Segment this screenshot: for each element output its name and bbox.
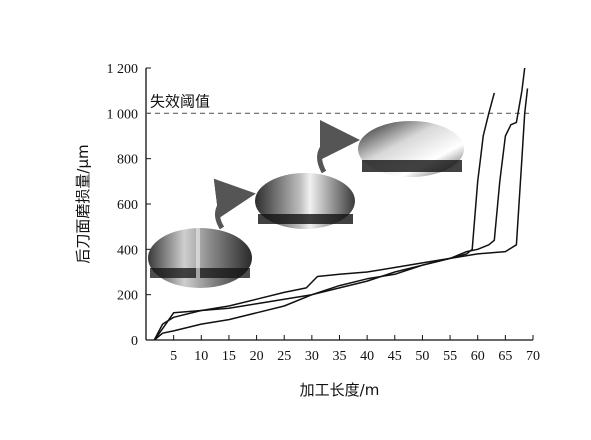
x-tick-label: 65: [498, 349, 512, 364]
x-tick-label: 70: [526, 349, 540, 364]
threshold-label: 失效阈值: [150, 92, 210, 110]
x-tick-label: 20: [250, 349, 264, 364]
y-tick-label: 400: [117, 243, 138, 258]
series-line-1: [153, 92, 496, 341]
x-tick-label: 40: [360, 349, 374, 364]
x-tick-label: 10: [194, 349, 208, 364]
y-tick-label: 0: [131, 334, 138, 349]
x-axis-title: 加工长度/m: [300, 381, 380, 399]
y-axis-title: 后刀面磨损量/μm: [74, 144, 92, 263]
labels-layer: 5 10 15 20 25 30 35 40 45 50 55 60 65 70 0 200 400 600 800…: [74, 62, 540, 399]
y-tick-label: 600: [117, 198, 138, 213]
x-tick-label: 30: [305, 349, 319, 364]
y-tick-label: 1 200: [107, 62, 139, 77]
y-tick-label: 800: [117, 153, 138, 168]
x-tick-label: 15: [222, 349, 236, 364]
curved-arrow-1-icon: [213, 178, 256, 230]
series-layer: [153, 67, 529, 341]
curved-arrow-2-icon: [317, 120, 360, 174]
inset-photo-1: [148, 228, 252, 288]
x-tick-label: 55: [443, 349, 457, 364]
series-line-3: [153, 88, 529, 341]
x-tick-label: 5: [170, 349, 177, 364]
inset-photo-2: [255, 173, 355, 229]
y-tick-label: 200: [117, 289, 138, 304]
x-tick-label: 45: [388, 349, 402, 364]
inset-photo-3: [358, 121, 464, 177]
x-tick-label: 35: [333, 349, 347, 364]
x-tick-label: 25: [277, 349, 291, 364]
y-tick-label: 1 000: [107, 107, 139, 122]
x-tick-label: 50: [415, 349, 429, 364]
x-tick-label: 60: [471, 349, 485, 364]
